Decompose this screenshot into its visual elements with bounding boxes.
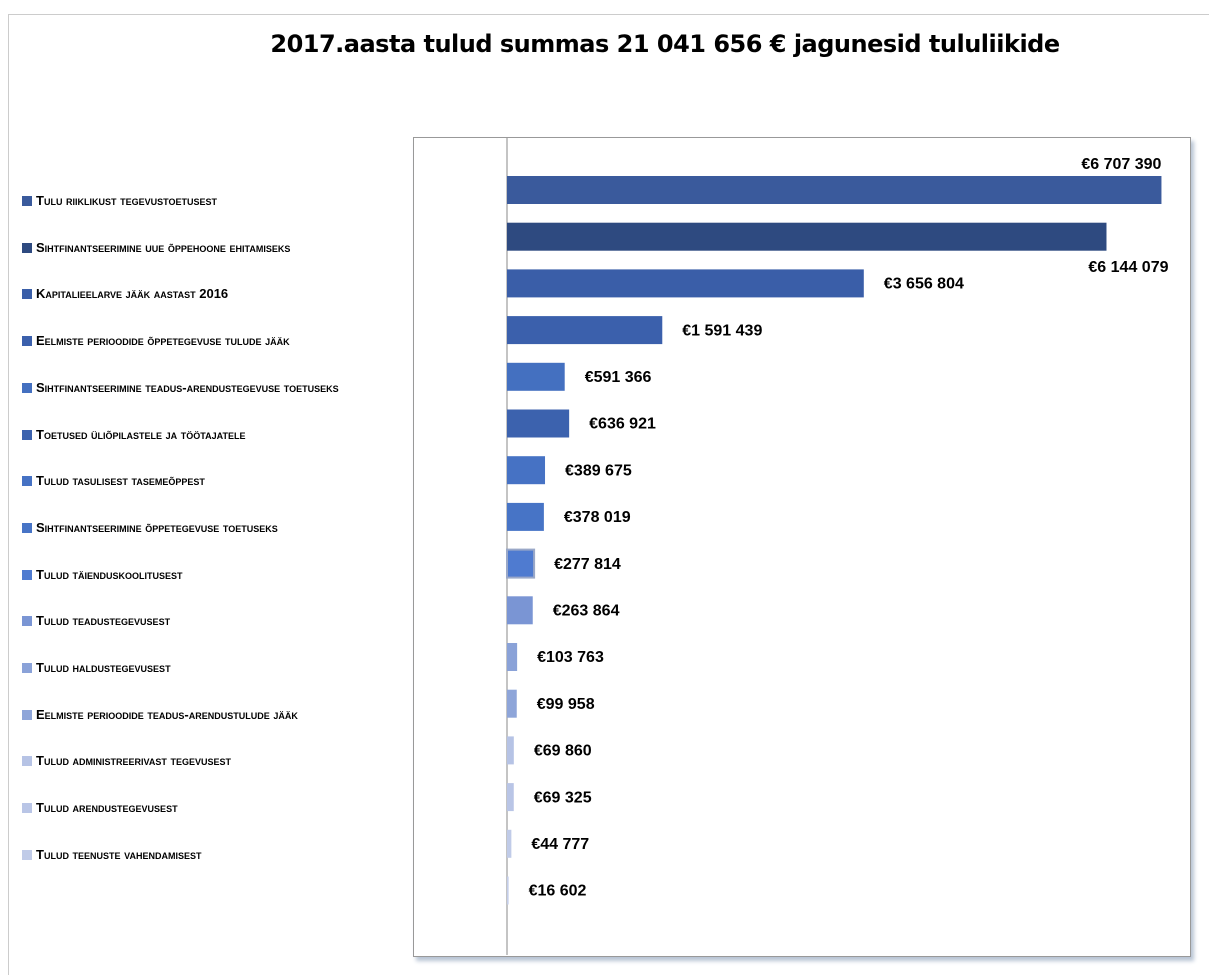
value-label: €263 864	[553, 603, 620, 620]
legend-item: Sihtfinantseerimine teadus-arendustegevu…	[22, 375, 372, 400]
legend-item: Eelmiste perioodide õppetegevuse tulude …	[22, 328, 372, 353]
legend-swatch	[22, 476, 32, 487]
value-label: €69 860	[534, 743, 592, 760]
bar	[507, 316, 663, 345]
legend-label: Toetused üliõpilastele ja töötajatele	[36, 426, 246, 442]
value-label: €99 958	[537, 696, 595, 713]
legend-item: Sihtfinantseerimine õppetegevuse toetuse…	[22, 515, 372, 540]
legend-label: Tulud teenuste vahendamisest	[36, 846, 202, 862]
legend-item: Tulud haldustegevusest	[22, 655, 372, 680]
legend-label: Sihtfinantseerimine uue õppehoone ehitam…	[36, 239, 291, 255]
bar	[507, 362, 565, 391]
bar	[507, 409, 570, 438]
legend-item: Tulud arendustegevusest	[22, 795, 372, 820]
legend-label: Tulud administreerivast tegevusest	[36, 753, 232, 769]
bar	[507, 269, 864, 298]
legend-item: Tulud teenuste vahendamisest	[22, 842, 372, 867]
value-label: €103 763	[537, 649, 604, 666]
legend-swatch	[22, 429, 32, 440]
value-label: €277 814	[554, 556, 621, 573]
legend-swatch	[22, 756, 32, 767]
legend-swatch	[22, 616, 32, 627]
legend-label: Tulud haldustegevusest	[36, 660, 171, 675]
bar	[507, 783, 514, 812]
bar	[507, 689, 517, 718]
frame	[8, 14, 1209, 975]
bar	[507, 876, 509, 905]
legend-label: Tulud teadustegevusest	[36, 613, 171, 629]
legend-swatch	[22, 569, 32, 580]
value-label: €378 019	[564, 509, 631, 526]
bar	[507, 176, 1162, 204]
legend-item: Tulud teadustegevusest	[22, 608, 372, 633]
legend-label: Kapitalieelarve jääk aastast 2016	[36, 286, 229, 302]
legend-item: Tulu riiklikust tegevustoetusest	[22, 188, 372, 213]
legend-swatch	[22, 289, 32, 300]
legend-item: Tulud administreerivast tegevusest	[22, 748, 372, 773]
legend-label: Sihtfinantseerimine teadus-arendustegevu…	[36, 379, 339, 395]
legend-label: Sihtfinantseerimine õppetegevuse toetuse…	[36, 519, 278, 535]
legend-item: Tulud täienduskoolitusest	[22, 562, 372, 587]
bar	[507, 456, 546, 485]
legend-label: Tulud arendustegevusest	[36, 800, 178, 816]
bar	[507, 736, 514, 765]
bar	[507, 222, 1107, 251]
bar	[507, 643, 518, 671]
value-label: €69 325	[534, 789, 592, 806]
legend-label: Tulud täienduskoolitusest	[36, 566, 183, 582]
value-label: €636 921	[589, 416, 656, 433]
value-label: €6 144 079	[1088, 259, 1168, 276]
chart-title: 2017.aasta tulud summas 21 041 656 € jag…	[270, 30, 1060, 58]
legend-swatch	[22, 336, 32, 347]
legend-item: Toetused üliõpilastele ja töötajatele	[22, 422, 372, 447]
bar	[507, 829, 512, 858]
legend-item: Eelmiste perioodide teadus-arendustulude…	[22, 702, 372, 727]
value-label: €389 675	[565, 462, 632, 479]
value-label: €16 602	[529, 883, 587, 900]
value-label: €1 591 439	[682, 322, 762, 339]
legend-label: Tulu riiklikust tegevustoetusest	[36, 193, 218, 208]
legend-swatch	[22, 382, 32, 393]
legend-swatch	[22, 849, 32, 860]
plot-area	[413, 137, 1191, 957]
legend-label: Eelmiste perioodide õppetegevuse tulude …	[36, 333, 290, 349]
value-label: €3 656 804	[884, 276, 964, 293]
value-label: €6 707 390	[1081, 156, 1161, 173]
legend-swatch	[22, 196, 32, 206]
value-label: €591 366	[585, 369, 652, 386]
legend-swatch	[22, 242, 32, 253]
legend-swatch	[22, 663, 32, 673]
legend-item: Sihtfinantseerimine uue õppehoone ehitam…	[22, 235, 372, 260]
value-label: €44 777	[531, 836, 589, 853]
legend-swatch	[22, 522, 32, 533]
bar	[507, 596, 533, 625]
bar	[507, 502, 544, 531]
legend-swatch	[22, 709, 32, 720]
legend-item: Tulud tasulisest tasemeõppest	[22, 468, 372, 493]
legend-swatch	[22, 803, 32, 814]
bar	[506, 548, 536, 579]
legend-item: Kapitalieelarve jääk aastast 2016	[22, 281, 372, 306]
legend-label: Eelmiste perioodide teadus-arendustulude…	[36, 706, 298, 722]
legend-label: Tulud tasulisest tasemeõppest	[36, 473, 205, 489]
